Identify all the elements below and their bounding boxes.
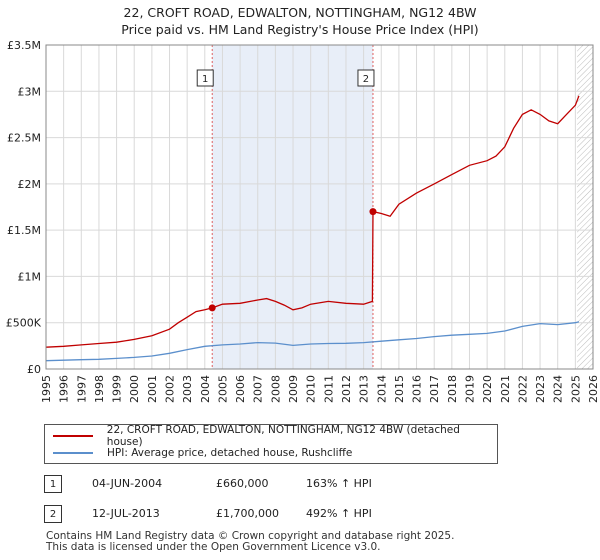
x-tick-label: 2012 [340,375,353,403]
legend-item-hpi: HPI: Average price, detached house, Rush… [53,446,352,460]
x-tick-label: 2003 [181,375,194,403]
sale-marker-box [357,69,375,87]
x-tick-label: 2016 [411,375,424,403]
hpi-line [45,321,580,362]
plot-frame [45,44,594,370]
sale-point [208,304,216,312]
transaction-date: 12-JUL-2013 [92,507,160,520]
property-price-line [45,95,580,348]
x-tick-label: 2015 [393,375,406,403]
transaction-price: £660,000 [216,477,269,490]
sale-point [369,208,377,216]
x-tick-label: 1995 [40,375,53,403]
transaction-hpi-change: 163% ↑ HPI [306,477,372,490]
x-tick-label: 2011 [322,375,335,403]
footer-line-2: This data is licensed under the Open Gov… [46,541,381,553]
x-tick-label: 2018 [446,375,459,403]
footer-line-1: Contains HM Land Registry data © Crown c… [46,530,455,542]
transaction-marker: 2 [44,505,62,523]
legend-label-property: 22, CROFT ROAD, EDWALTON, NOTTINGHAM, NG… [106,424,460,448]
transaction-date: 04-JUN-2004 [92,477,163,490]
sale-marker-box [196,69,214,87]
x-tick-label: 2022 [516,375,529,403]
x-tick-label: 1998 [93,375,106,403]
x-tick-label: 2024 [552,375,565,403]
x-tick-label: 2025 [569,375,582,403]
x-tick-label: 2004 [199,375,212,403]
x-tick-label: 2005 [216,375,229,403]
future-hatch [577,45,593,369]
chart-legend: 22, CROFT ROAD, EDWALTON, NOTTINGHAM, NG… [44,424,498,464]
x-tick-label: 2014 [375,375,388,403]
y-tick-label: £3M [18,85,42,98]
y-tick-label: £0 [27,363,41,376]
legend-label-hpi: HPI: Average price, detached house, Rush… [107,447,353,459]
chart-title: 22, CROFT ROAD, EDWALTON, NOTTINGHAM, NG… [0,4,600,38]
y-tick-label: £3.5M [7,39,41,52]
transaction-marker: 1 [44,475,62,493]
legend-swatch-property [53,435,93,437]
x-tick-label: 2019 [463,375,476,403]
y-tick-label: £2.5M [7,132,41,145]
x-tick-label: 1996 [58,375,71,403]
legend-swatch-hpi [53,452,93,454]
y-tick-label: £500K [6,317,42,330]
x-tick-label: 2017 [428,375,441,403]
x-tick-label: 2026 [587,375,600,403]
x-tick-label: 2007 [252,375,265,403]
title-line-1: 22, CROFT ROAD, EDWALTON, NOTTINGHAM, NG… [123,5,477,20]
title-line-2: Price paid vs. HM Land Registry's House … [121,22,479,37]
x-tick-label: 2013 [358,375,371,403]
transaction-price: £1,700,000 [216,507,279,520]
price-chart: 1995 1996 1997 1998 1999 2000 2001 2002 2003 2004… [6,39,600,403]
x-tick-label: 2006 [234,375,247,403]
x-tick-label: 2023 [534,375,547,403]
sale-marker-label: 2 [363,74,369,85]
x-tick-label: 2009 [287,375,300,403]
x-tick-label: 1997 [75,375,88,403]
legend-item-property: 22, CROFT ROAD, EDWALTON, NOTTINGHAM, NG… [53,424,497,448]
y-tick-label: £2M [18,178,42,191]
footer-attribution: Contains HM Land Registry data © Crown c… [46,531,454,553]
sale-marker-label: 1 [202,74,208,85]
transaction-hpi-change: 492% ↑ HPI [306,507,372,520]
x-tick-label: 2002 [164,375,177,403]
x-tick-label: 2000 [128,375,141,403]
x-tick-label: 2021 [499,375,512,403]
x-tick-label: 2010 [305,375,318,403]
x-tick-label: 2001 [146,375,159,403]
y-tick-label: £1.5M [7,224,41,237]
x-tick-label: 2008 [269,375,282,403]
x-tick-label: 2020 [481,375,494,403]
y-tick-label: £1M [18,270,42,283]
x-tick-label: 1999 [111,375,124,403]
